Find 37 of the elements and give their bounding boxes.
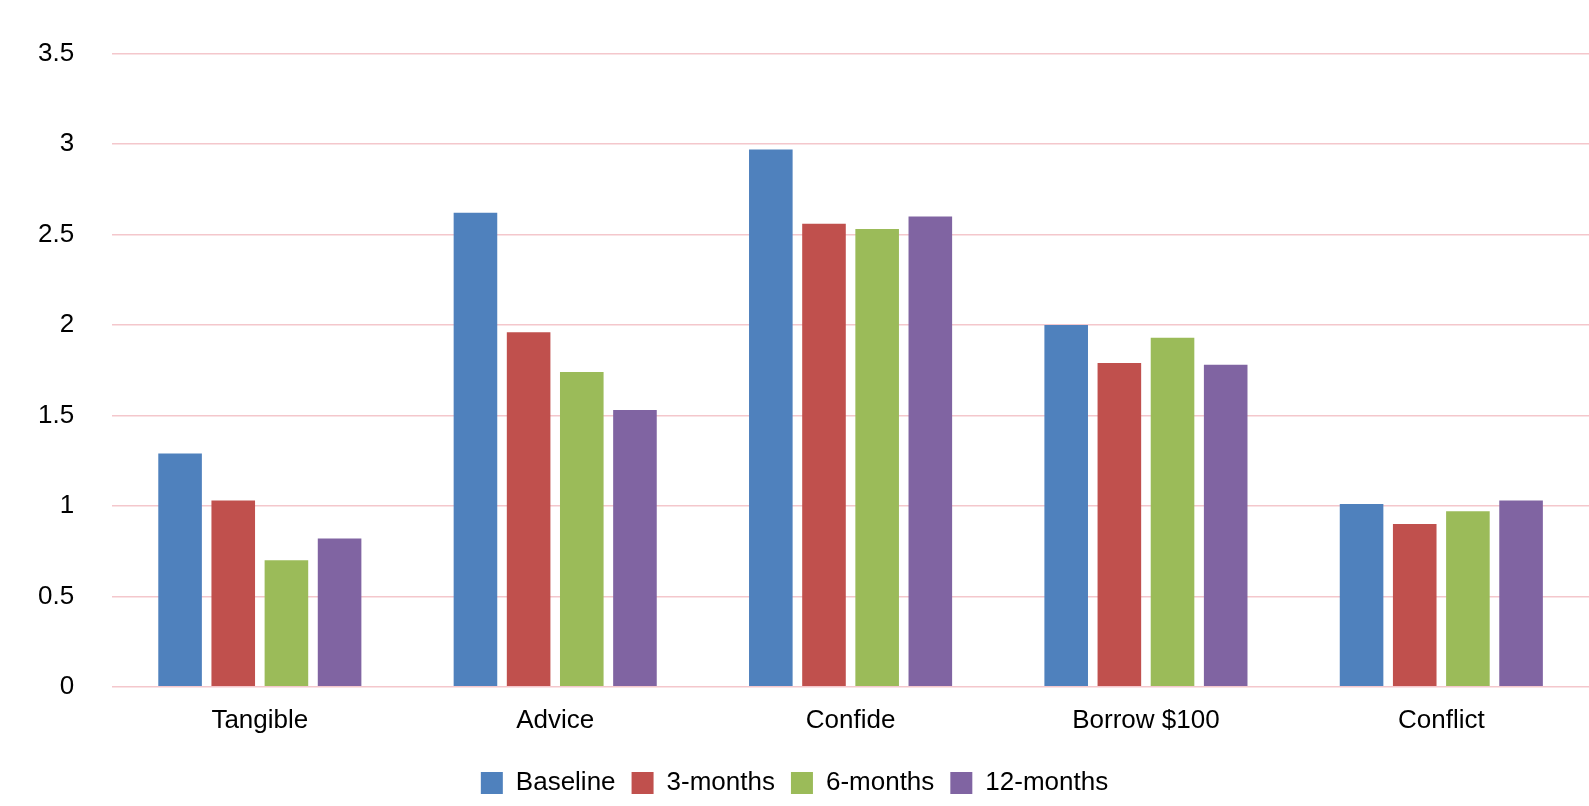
x-tick-label: Conflict <box>1397 703 1486 734</box>
bar <box>453 212 498 687</box>
bar <box>1150 337 1195 687</box>
bar <box>1392 523 1437 687</box>
bar <box>908 216 953 687</box>
legend-label: 3-months <box>666 766 775 797</box>
bar <box>317 538 362 687</box>
bar <box>1499 500 1543 687</box>
bar <box>158 453 202 687</box>
y-tick-label: 2.5 <box>37 217 75 248</box>
x-tick-label: Confide <box>805 703 896 734</box>
bar <box>1446 511 1490 687</box>
y-tick-label: 1.5 <box>37 398 75 429</box>
bar <box>855 229 899 687</box>
bar <box>264 560 309 687</box>
x-tick-label: Borrow $100 <box>1072 703 1220 734</box>
bar <box>1339 504 1384 687</box>
y-tick-label: 1 <box>59 489 75 520</box>
bar <box>559 372 604 687</box>
bar <box>1203 364 1248 687</box>
legend-label: 6-months <box>825 766 935 797</box>
bar <box>749 149 793 687</box>
legend-label: Baseline <box>515 766 616 797</box>
bar <box>211 500 256 687</box>
legend-label: 12-months <box>985 766 1109 797</box>
bar <box>1097 362 1142 687</box>
bar <box>506 332 551 687</box>
y-tick-label: 3 <box>59 127 75 158</box>
y-tick-label: 2 <box>59 308 75 339</box>
bar <box>1044 324 1088 687</box>
y-tick-label: 0.5 <box>37 579 75 610</box>
bar <box>613 410 657 687</box>
x-tick-label: Advice <box>516 703 595 734</box>
y-tick-label: 0 <box>59 669 75 700</box>
y-tick-label: 3.5 <box>37 36 75 67</box>
bar <box>802 223 846 687</box>
x-tick-label: Tangible <box>211 703 309 734</box>
